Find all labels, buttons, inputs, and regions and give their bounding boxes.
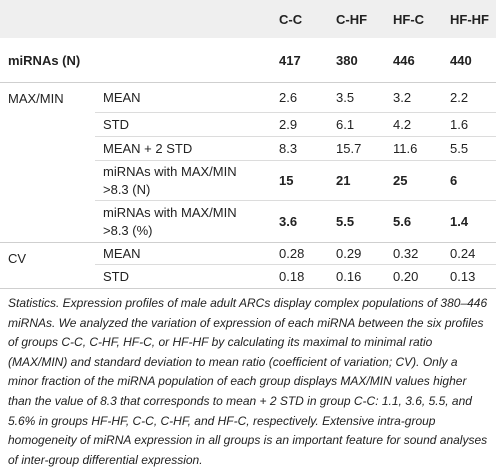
header-cell [0,0,95,38]
caption: Statistics. Expression profiles of male … [8,296,488,467]
cell: 0.13 [436,264,496,289]
column-header: HF-HF [436,0,496,38]
cell: 0.28 [265,242,322,265]
column-header: C-HF [322,0,379,38]
cell: 0.18 [265,264,322,289]
data-row: CV MEAN 0.28 0.29 0.32 0.24 [0,242,496,289]
cell: 5.5 [322,200,379,243]
header-cell [95,0,265,38]
cell: 6 [436,160,496,201]
cell: 3.6 [265,200,322,243]
header-row: C-C C-HF HF-C HF-HF [0,0,496,38]
cell: 1.4 [436,200,496,243]
cell: 0.29 [322,242,379,265]
row-label: MEAN [95,242,265,265]
row-label: miRNAs with MAX/MIN >8.3 (%) [95,200,265,243]
cell: 15.7 [322,136,379,161]
data-row: miRNAs with MAX/MIN >8.3 (N) 15 21 25 6 [0,160,496,201]
data-row: MEAN + 2 STD 8.3 15.7 11.6 5.5 [0,136,496,161]
cell: 440 [436,38,496,83]
table-body: C-C C-HF HF-C HF-HF miRNAs (N) 417 380 446 440 MA… [0,0,496,289]
cell: 417 [265,38,322,83]
cell: 6.1 [322,112,379,137]
cell: 8.3 [265,136,322,161]
data-row: STD 0.18 0.16 0.20 0.13 [0,264,496,289]
cell: 2.9 [265,112,322,137]
row-label: MEAN + 2 STD [95,136,265,161]
column-header: C-C [265,0,322,38]
cell: 1.6 [436,112,496,137]
row-label: STD [95,112,265,137]
stats-table: C-C C-HF HF-C HF-HF miRNAs (N) 417 380 446 440 MA… [0,0,496,289]
cell: 21 [322,160,379,201]
cell: 3.5 [322,82,379,113]
cell: 15 [265,160,322,201]
cell: 0.16 [322,264,379,289]
total-row: miRNAs (N) 417 380 446 440 [0,38,496,83]
cell: 0.24 [436,242,496,265]
cell: 380 [322,38,379,83]
cell: 5.6 [379,200,436,243]
row-label: MEAN [95,82,265,113]
cell: 2.6 [265,82,322,113]
data-row: MAX/MIN MEAN 2.6 3.5 3.2 2.2 [0,82,496,243]
row-label: miRNAs (N) [0,38,265,83]
column-header: HF-C [379,0,436,38]
cell: 0.20 [379,264,436,289]
row-label: STD [95,264,265,289]
cell: 25 [379,160,436,201]
cell: 4.2 [379,112,436,137]
group-label: CV [0,242,95,289]
data-row: STD 2.9 6.1 4.2 1.6 [0,112,496,137]
cell: 446 [379,38,436,83]
row-label: miRNAs with MAX/MIN >8.3 (N) [95,160,265,201]
group-label: MAX/MIN [0,82,95,243]
cell: 2.2 [436,82,496,113]
cell: 5.5 [436,136,496,161]
data-row: miRNAs with MAX/MIN >8.3 (%) 3.6 5.5 5.6 1.4 [0,200,496,243]
cell: 11.6 [379,136,436,161]
cell: 0.32 [379,242,436,265]
cell: 3.2 [379,82,436,113]
